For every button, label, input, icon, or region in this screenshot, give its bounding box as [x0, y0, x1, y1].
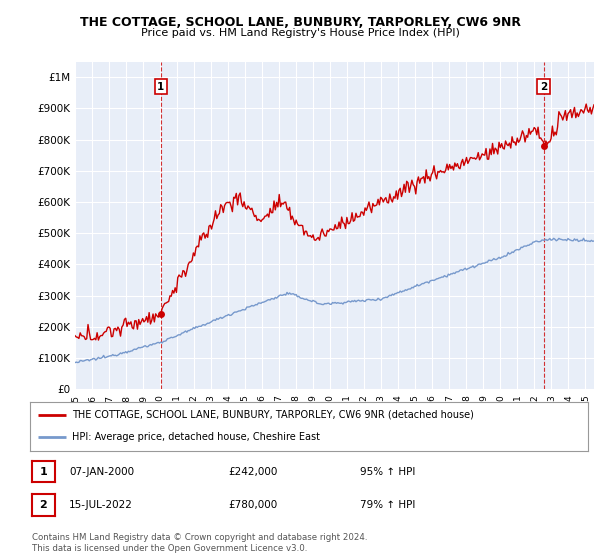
Text: 15-JUL-2022: 15-JUL-2022: [69, 500, 133, 510]
Text: THE COTTAGE, SCHOOL LANE, BUNBURY, TARPORLEY, CW6 9NR (detached house): THE COTTAGE, SCHOOL LANE, BUNBURY, TARPO…: [72, 410, 474, 420]
Text: THE COTTAGE, SCHOOL LANE, BUNBURY, TARPORLEY, CW6 9NR: THE COTTAGE, SCHOOL LANE, BUNBURY, TARPO…: [79, 16, 521, 29]
Text: 2: 2: [540, 82, 547, 92]
Text: Price paid vs. HM Land Registry's House Price Index (HPI): Price paid vs. HM Land Registry's House …: [140, 28, 460, 38]
Text: 2: 2: [40, 500, 47, 510]
Text: £242,000: £242,000: [228, 466, 277, 477]
Text: 1: 1: [40, 466, 47, 477]
Text: HPI: Average price, detached house, Cheshire East: HPI: Average price, detached house, Ches…: [72, 432, 320, 442]
Text: 1: 1: [157, 82, 164, 92]
Text: £780,000: £780,000: [228, 500, 277, 510]
Text: 07-JAN-2000: 07-JAN-2000: [69, 466, 134, 477]
Text: 79% ↑ HPI: 79% ↑ HPI: [360, 500, 415, 510]
Text: 95% ↑ HPI: 95% ↑ HPI: [360, 466, 415, 477]
Text: Contains HM Land Registry data © Crown copyright and database right 2024.
This d: Contains HM Land Registry data © Crown c…: [32, 533, 367, 553]
